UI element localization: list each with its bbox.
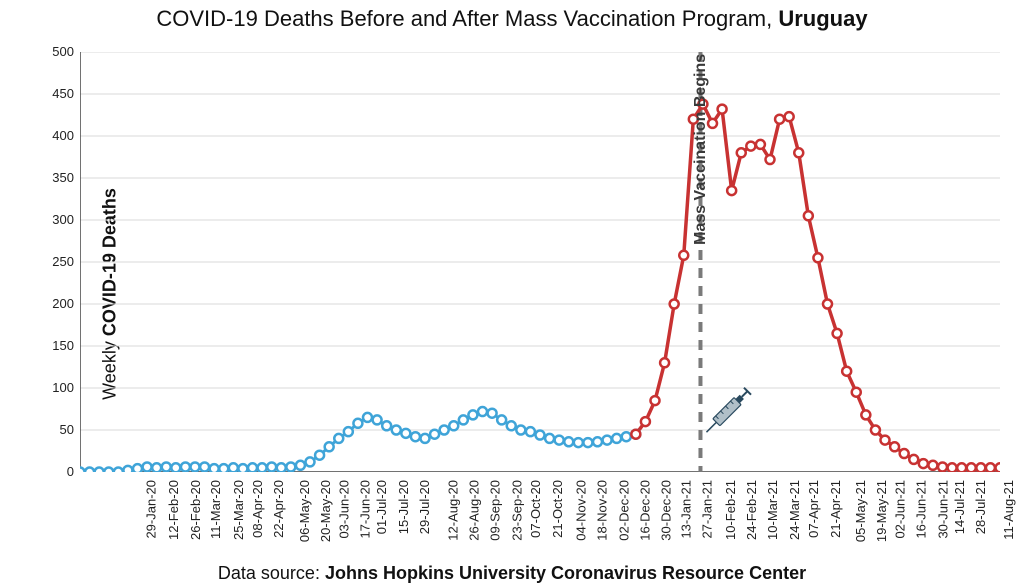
x-tick: 05-May-21 <box>853 480 868 542</box>
x-tick: 24-Mar-21 <box>787 480 802 540</box>
x-tick: 12-Feb-20 <box>166 480 181 540</box>
y-tick: 500 <box>32 44 74 59</box>
x-tick: 02-Dec-20 <box>616 480 631 541</box>
y-tick: 0 <box>32 464 74 479</box>
x-tick: 29-Jan-20 <box>144 480 159 539</box>
y-tick: 350 <box>32 170 74 185</box>
x-tick: 11-Mar-20 <box>208 480 223 539</box>
y-tick: 150 <box>32 338 74 353</box>
plot-area <box>80 52 1000 472</box>
x-tick: 08-Apr-20 <box>250 480 265 538</box>
x-tick: 20-May-20 <box>318 480 333 542</box>
x-tick: 11-Aug-21 <box>1001 480 1016 540</box>
y-tick: 200 <box>32 296 74 311</box>
x-tick: 26-Feb-20 <box>188 480 203 540</box>
vaccination-line-label: Mass Vaccination Begins <box>692 54 710 245</box>
x-tick: 12-Aug-20 <box>445 480 460 541</box>
title-country: Uruguay <box>778 6 867 31</box>
x-tick: 30-Dec-20 <box>659 480 674 541</box>
x-tick: 21-Oct-20 <box>549 480 564 538</box>
syringe-icon <box>703 388 751 436</box>
x-tick: 16-Dec-20 <box>638 480 653 541</box>
x-tick: 29-Jul-20 <box>417 480 432 534</box>
x-tick: 26-Aug-20 <box>467 480 482 541</box>
x-tick: 15-Jul-20 <box>396 480 411 534</box>
y-tick: 100 <box>32 380 74 395</box>
y-tick: 300 <box>32 212 74 227</box>
x-tick: 14-Jul-21 <box>952 480 967 534</box>
x-tick: 17-Jun-20 <box>358 480 373 539</box>
x-tick: 22-Apr-20 <box>271 480 286 538</box>
x-tick: 07-Apr-21 <box>806 480 821 538</box>
x-tick: 10-Feb-21 <box>723 480 738 540</box>
x-tick: 27-Jan-21 <box>700 480 715 539</box>
x-tick: 21-Apr-21 <box>827 480 842 538</box>
x-tick: 02-Jun-21 <box>892 480 907 539</box>
x-tick: 23-Sep-20 <box>509 480 524 541</box>
chart-container: COVID-19 Deaths Before and After Mass Va… <box>0 0 1024 588</box>
x-tick: 03-Jun-20 <box>336 480 351 539</box>
x-tick: 01-Jul-20 <box>375 480 390 534</box>
x-tick: 09-Sep-20 <box>488 480 503 541</box>
y-tick: 50 <box>32 422 74 437</box>
x-tick: 18-Nov-20 <box>595 480 610 541</box>
x-tick: 04-Nov-20 <box>574 480 589 541</box>
title-prefix: COVID-19 Deaths Before and After Mass Va… <box>156 6 778 31</box>
x-tick: 24-Feb-21 <box>744 480 759 540</box>
x-tick: 10-Mar-21 <box>765 480 780 540</box>
x-tick: 28-Jul-21 <box>974 480 989 534</box>
source-prefix: Data source: <box>218 563 325 583</box>
x-tick: 07-Oct-20 <box>528 480 543 538</box>
x-tick: 30-Jun-21 <box>935 480 950 539</box>
y-tick: 250 <box>32 254 74 269</box>
y-tick: 450 <box>32 86 74 101</box>
y-tick: 400 <box>32 128 74 143</box>
x-tick: 13-Jan-21 <box>678 480 693 539</box>
x-tick: 25-Mar-20 <box>231 480 246 540</box>
source-bold: Johns Hopkins University Coronavirus Res… <box>325 563 806 583</box>
x-tick: 19-May-21 <box>875 480 890 542</box>
x-tick: 06-May-20 <box>297 480 312 542</box>
x-tick: 16-Jun-21 <box>914 480 929 539</box>
chart-title: COVID-19 Deaths Before and After Mass Va… <box>0 6 1024 32</box>
data-source: Data source: Johns Hopkins University Co… <box>0 563 1024 584</box>
